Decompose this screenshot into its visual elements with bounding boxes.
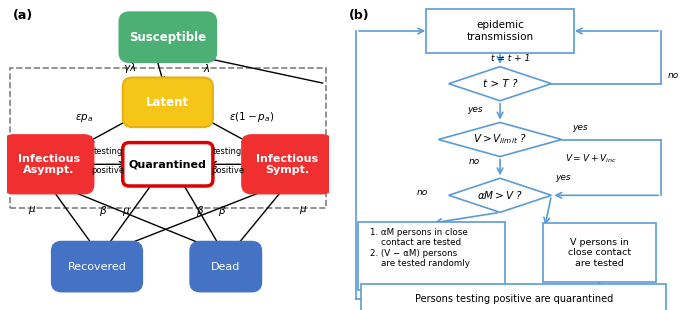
Polygon shape: [438, 122, 562, 157]
Text: Infectious
Asympt.: Infectious Asympt.: [18, 153, 79, 175]
Text: $\beta$: $\beta$: [99, 204, 108, 218]
Text: Latent: Latent: [147, 96, 189, 109]
Text: yes: yes: [572, 123, 588, 132]
Text: 1. αM persons in close
    contact are tested
2. (V − αM) persons
    are tested: 1. αM persons in close contact are teste…: [370, 228, 470, 268]
Text: positive: positive: [92, 166, 125, 175]
Text: (b): (b): [349, 9, 370, 22]
FancyBboxPatch shape: [119, 12, 216, 62]
Text: no: no: [417, 188, 428, 197]
Text: $\alpha M > V$ ?: $\alpha M > V$ ?: [477, 189, 523, 201]
Text: $\varepsilon p_a$: $\varepsilon p_a$: [75, 112, 93, 124]
Text: $V > V_{limit}$ ?: $V > V_{limit}$ ?: [473, 133, 527, 146]
Text: Susceptible: Susceptible: [129, 31, 206, 44]
FancyBboxPatch shape: [426, 9, 573, 53]
FancyBboxPatch shape: [358, 222, 505, 290]
Text: Infectious
Sympt.: Infectious Sympt.: [256, 153, 318, 175]
Text: V persons in
close contact
are tested: V persons in close contact are tested: [568, 238, 631, 268]
FancyBboxPatch shape: [362, 284, 666, 310]
Text: $\varepsilon(1-p_a)$: $\varepsilon(1-p_a)$: [229, 110, 274, 124]
Text: Quarantined: Quarantined: [129, 159, 207, 169]
Text: $\gamma\lambda$: $\gamma\lambda$: [123, 61, 136, 75]
Text: no: no: [668, 70, 679, 79]
FancyBboxPatch shape: [3, 135, 94, 194]
Text: t = t + 1: t = t + 1: [490, 54, 530, 64]
Text: $\beta$: $\beta$: [219, 204, 227, 218]
Text: $\lambda$: $\lambda$: [203, 62, 210, 74]
Text: epidemic
transmission: epidemic transmission: [466, 20, 534, 42]
Text: yes: yes: [555, 173, 571, 182]
Text: Recovered: Recovered: [68, 262, 127, 272]
Text: Dead: Dead: [211, 262, 240, 272]
Polygon shape: [449, 178, 551, 212]
FancyBboxPatch shape: [123, 143, 213, 186]
Text: t > T ?: t > T ?: [483, 79, 517, 89]
Text: yes: yes: [467, 104, 483, 113]
Polygon shape: [449, 67, 551, 101]
Text: testing: testing: [94, 147, 123, 157]
Text: $V = V + V_{inc}$: $V = V + V_{inc}$: [565, 152, 617, 165]
Text: positive: positive: [211, 166, 244, 175]
Text: no: no: [469, 157, 479, 166]
FancyBboxPatch shape: [52, 242, 142, 291]
Text: $\beta$: $\beta$: [196, 204, 204, 218]
FancyBboxPatch shape: [190, 242, 261, 291]
Bar: [10, 68, 325, 208]
Text: $\mu$: $\mu$: [122, 206, 130, 218]
Text: (a): (a): [13, 9, 34, 22]
Text: Persons testing positive are quarantined: Persons testing positive are quarantined: [414, 294, 613, 304]
Text: $\mu$: $\mu$: [29, 204, 37, 215]
FancyBboxPatch shape: [543, 223, 656, 282]
Text: $\mu$: $\mu$: [299, 204, 307, 215]
FancyBboxPatch shape: [242, 135, 332, 194]
Text: testing: testing: [213, 147, 242, 157]
FancyBboxPatch shape: [123, 78, 213, 127]
